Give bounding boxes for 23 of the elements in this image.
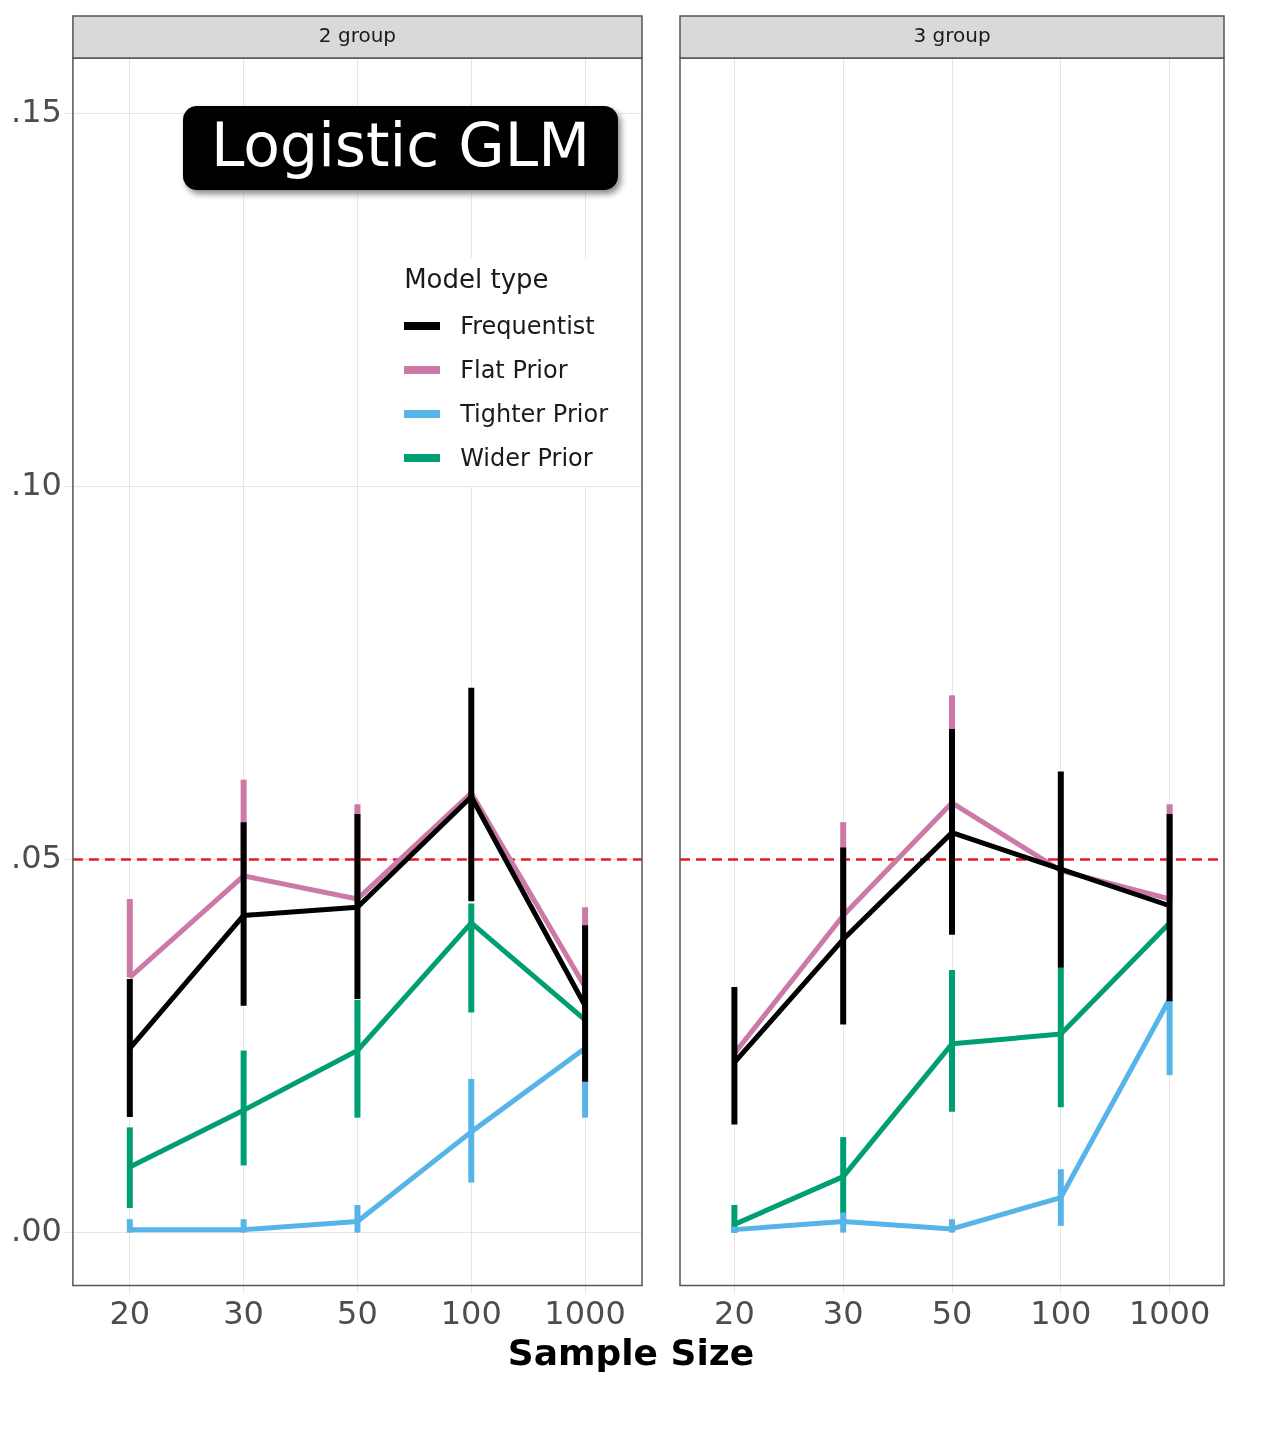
x-tick-label: 100 [440,1294,502,1333]
x-tick-label: 30 [223,1294,264,1333]
chart-title: 3 group [913,23,991,48]
legend-label: Tighter Prior [460,400,608,428]
x-tick-label: 50 [931,1294,973,1333]
y-tick-label: .05 [11,837,62,876]
y-tick-label: .15 [11,91,62,130]
x-tick-label: 20 [714,1294,755,1333]
y-tick-label: .10 [11,464,62,503]
x-tick-label: 1000 [544,1294,626,1333]
x-tick-label: 20 [109,1294,151,1333]
x-tick-label: 30 [822,1294,864,1333]
legend-label: Frequentist [460,312,595,340]
y-tick-label: .00 [11,1210,62,1249]
legend-label: Wider Prior [460,444,593,472]
legend-label: Flat Prior [460,356,568,384]
annotation: Logistic GLM [183,106,619,190]
x-tick-label: 100 [1030,1294,1092,1333]
legend-title: Model type [404,264,550,294]
x-tick-label: 1000 [1128,1294,1211,1333]
chart-title: 2 group [318,23,397,48]
x-tick-label: 50 [337,1294,378,1333]
x-axis-title: Sample Size [506,1332,756,1373]
